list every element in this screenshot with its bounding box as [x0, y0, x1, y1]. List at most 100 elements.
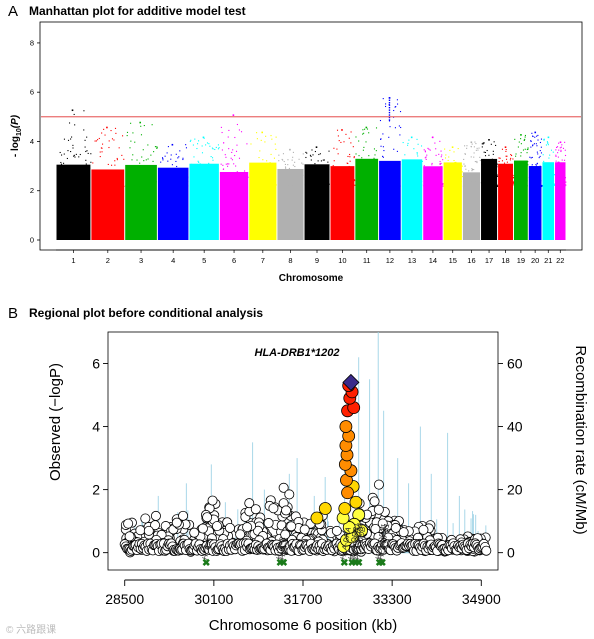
manhattan-point	[417, 171, 420, 173]
manhattan-point	[543, 182, 545, 185]
manhattan-point	[354, 184, 356, 186]
manhattan-point	[517, 177, 519, 179]
manhattan-point	[269, 184, 272, 186]
manhattan-point	[349, 181, 351, 183]
manhattan-point	[565, 181, 567, 183]
manhattan-point	[311, 182, 313, 184]
manhattan-point	[551, 173, 553, 176]
manhattan-point	[106, 179, 108, 181]
manhattan-point	[498, 160, 500, 163]
manhattan-point	[433, 185, 435, 187]
manhattan-point	[560, 150, 562, 153]
manhattan-point	[145, 183, 148, 185]
manhattan-point	[279, 185, 281, 187]
manhattan-point	[318, 184, 320, 187]
manhattan-point	[473, 152, 475, 154]
manhattan-point	[495, 144, 497, 146]
manhattan-point	[101, 151, 103, 153]
manhattan-point	[496, 175, 498, 177]
manhattan-point	[455, 181, 457, 183]
manhattan-point	[175, 179, 177, 181]
manhattan-point	[176, 183, 178, 185]
manhattan-point	[472, 178, 474, 180]
manhattan-point	[464, 177, 466, 179]
manhattan-point	[201, 178, 203, 180]
manhattan-point	[564, 154, 567, 157]
manhattan-point	[210, 173, 213, 175]
manhattan-point	[110, 185, 112, 187]
manhattan-point	[131, 185, 133, 187]
manhattan-point	[271, 169, 273, 171]
manhattan-point	[558, 161, 560, 163]
manhattan-point	[506, 155, 508, 157]
manhattan-point	[407, 142, 409, 145]
manhattan-point	[388, 120, 391, 122]
top-snp-label: HLA-DRB1*1202	[255, 347, 340, 359]
manhattan-xtick-label: 16	[467, 256, 475, 265]
manhattan-point	[557, 156, 559, 158]
manhattan-point	[372, 173, 374, 176]
manhattan-point	[453, 174, 455, 176]
manhattan-point	[532, 135, 534, 137]
manhattan-point	[114, 164, 116, 166]
manhattan-point	[85, 163, 87, 165]
manhattan-peak-point	[388, 114, 391, 116]
manhattan-xtick-label: 15	[449, 256, 457, 265]
manhattan-point	[274, 167, 276, 169]
manhattan-point	[153, 151, 155, 153]
manhattan-point	[524, 163, 526, 165]
manhattan-point	[284, 163, 286, 165]
manhattan-point	[517, 146, 519, 148]
manhattan-point	[550, 173, 552, 176]
regional-point	[481, 545, 492, 556]
manhattan-point	[459, 185, 461, 187]
manhattan-point	[399, 163, 401, 165]
manhattan-point	[559, 162, 561, 165]
manhattan-point	[464, 165, 466, 167]
manhattan-point	[333, 160, 335, 162]
regional-point	[244, 498, 255, 509]
manhattan-point	[514, 138, 516, 140]
manhattan-point	[71, 136, 73, 138]
manhattan-point	[383, 150, 385, 152]
manhattan-point	[314, 176, 317, 178]
manhattan-point	[183, 174, 185, 176]
manhattan-point	[464, 165, 466, 167]
manhattan-point	[536, 183, 538, 185]
manhattan-point	[381, 184, 383, 186]
manhattan-point	[489, 183, 491, 185]
manhattan-point	[505, 158, 508, 160]
manhattan-point	[167, 160, 169, 162]
manhattan-point	[531, 176, 533, 178]
manhattan-point	[319, 153, 321, 155]
manhattan-point	[307, 185, 309, 187]
manhattan-point	[382, 133, 384, 135]
manhattan-point	[543, 184, 545, 186]
manhattan-point	[350, 185, 352, 187]
manhattan-point	[114, 160, 116, 162]
manhattan-point	[463, 163, 465, 165]
manhattan-point	[505, 150, 507, 152]
manhattan-point	[451, 164, 453, 166]
manhattan-point	[301, 183, 303, 185]
manhattan-point	[281, 185, 284, 187]
manhattan-point	[524, 148, 526, 150]
manhattan-peak-point	[388, 104, 391, 106]
manhattan-point	[547, 142, 549, 144]
manhattan-point	[379, 119, 382, 122]
manhattan-point	[564, 141, 566, 143]
manhattan-point	[505, 181, 507, 183]
manhattan-point	[71, 179, 73, 181]
manhattan-point	[327, 184, 329, 186]
manhattan-point	[154, 176, 156, 179]
manhattan-point	[524, 185, 526, 187]
manhattan-point	[334, 184, 337, 187]
manhattan-point	[341, 180, 343, 182]
manhattan-point	[444, 185, 446, 187]
manhattan-point	[427, 178, 429, 181]
manhattan-point	[528, 177, 530, 179]
manhattan-point	[317, 160, 319, 162]
manhattan-point	[420, 145, 423, 147]
manhattan-point	[291, 159, 293, 161]
manhattan-point	[388, 136, 390, 138]
